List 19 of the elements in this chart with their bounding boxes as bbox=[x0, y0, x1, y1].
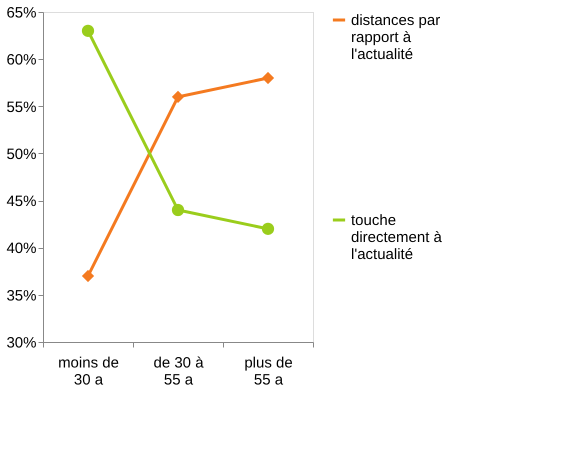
point bbox=[82, 24, 94, 37]
x-tick-label: plus de 55 a bbox=[244, 354, 293, 388]
y-tick-label: 45% bbox=[6, 193, 36, 210]
point bbox=[172, 204, 184, 216]
y-tick-label: 60% bbox=[6, 52, 36, 69]
point bbox=[262, 72, 274, 84]
y-tick-label: 50% bbox=[6, 146, 36, 163]
y-tick-label: 30% bbox=[6, 334, 36, 352]
legend-label: touche directement à l'actualité bbox=[351, 212, 443, 263]
point bbox=[262, 222, 274, 235]
x-tick-label: de 30 à 55 a bbox=[153, 354, 204, 388]
x-tick-label: moins de 30 a bbox=[58, 354, 119, 388]
point bbox=[172, 90, 184, 103]
legend-label: distances par rapport à l'actualité bbox=[351, 12, 440, 63]
y-tick-label: 35% bbox=[6, 287, 36, 304]
y-tick-label: 65% bbox=[6, 4, 36, 22]
y-tick-label: 55% bbox=[6, 98, 36, 116]
y-tick-label: 40% bbox=[6, 240, 36, 258]
point bbox=[82, 270, 94, 282]
